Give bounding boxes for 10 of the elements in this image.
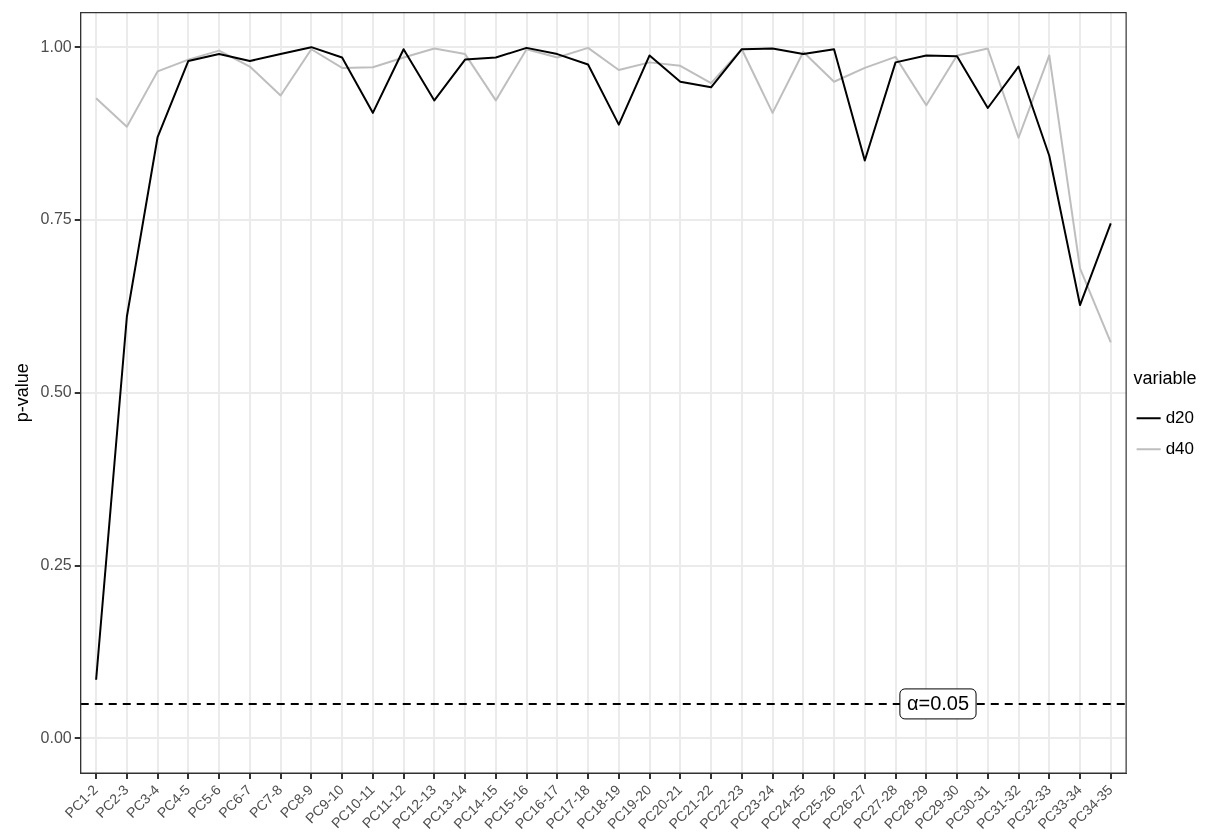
y-axis-title: p-value xyxy=(11,363,32,423)
ref-line-label: α=0.05 xyxy=(906,692,970,715)
legend-label: d20 xyxy=(1165,407,1195,427)
legend-label: d40 xyxy=(1165,438,1195,458)
y-tick-label: 0.75 xyxy=(40,210,72,228)
legend-title: variable xyxy=(1133,368,1197,389)
y-tick-label: 0.50 xyxy=(40,383,72,401)
y-tick-label: 1.00 xyxy=(40,37,72,55)
y-tick-label: 0.00 xyxy=(40,728,72,746)
y-tick-label: 0.25 xyxy=(40,556,72,574)
